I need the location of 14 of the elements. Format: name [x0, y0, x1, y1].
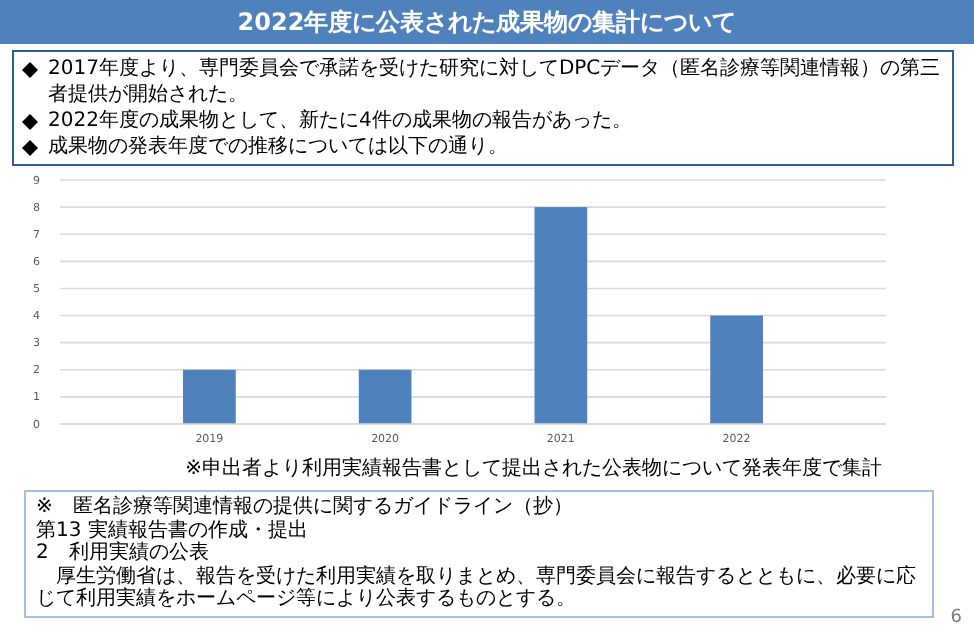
text: 成果物の発表年度での推移については以下の通り。	[48, 134, 508, 160]
text: 厚生労働省は、報告を受けた利用実績を取りまとめ、専門委員会に報告するとともに、必要に応じて利用実績をホームページ等により公表するものとする。	[36, 565, 918, 611]
text: 2017年度より、専門委員会で承諾を受けた研究に対してDPCデータ（匿名診療等関連情報）の第三者提供が開始された。	[48, 56, 943, 108]
bar	[534, 207, 588, 424]
text: 第13 実績報告書の作成・提出	[36, 519, 310, 541]
text: 6	[950, 608, 962, 628]
text: 2 利用実績の公表	[36, 542, 209, 565]
bar	[710, 315, 763, 424]
text: ※申出者より利用実績報告書として提出された公表物について発表年度で集計	[185, 456, 882, 482]
bar	[358, 369, 412, 424]
chart-title: 2022年度に公表された成果物の集計について	[0, 0, 974, 44]
text: ※ 匿名診療等関連情報の提供に関するガイドライン（抄）	[36, 496, 575, 519]
bar	[183, 369, 236, 424]
text: 2022年度の成果物として、新たに4件の成果物の報告があった。	[48, 108, 632, 134]
